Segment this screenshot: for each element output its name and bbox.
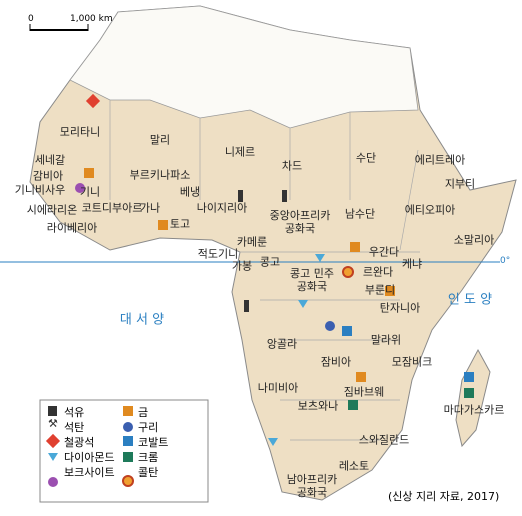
legend-label: 석탄 xyxy=(64,421,85,434)
country-label: 케냐 xyxy=(401,257,423,271)
country-label: 적도기니 xyxy=(197,247,239,261)
country-label: 남아프리카 공화국 xyxy=(286,473,338,499)
africa-land xyxy=(29,5,517,501)
country-label: 감비아 xyxy=(32,169,64,183)
country-label: 보츠와나 xyxy=(297,399,339,413)
country-label: 니제르 xyxy=(224,145,256,159)
legend-label: 구리 xyxy=(138,421,159,434)
scale-distance: 1,000 km xyxy=(70,14,113,24)
country-label: 세네갈 xyxy=(34,153,66,167)
ocean-label: 인 도 양 xyxy=(447,292,493,308)
country-label: 에리트레아 xyxy=(414,153,466,167)
scale-bar xyxy=(29,24,89,31)
country-label: 모잠비크 xyxy=(391,355,433,369)
country-label: 베냉 xyxy=(179,185,201,199)
country-label: 기니비사우 xyxy=(14,183,66,197)
legend-label: 크롬 xyxy=(138,451,159,464)
country-label: 잠비아 xyxy=(320,355,352,369)
country-label: 기니 xyxy=(79,185,101,199)
borders xyxy=(109,100,420,441)
country-label: 카메룬 xyxy=(236,235,268,249)
country-label: 부르키나파소 xyxy=(129,168,191,182)
country-label: 에티오피아 xyxy=(404,203,456,217)
source: (신상 지리 자료, 2017) xyxy=(388,490,500,503)
country-label: 우간다 xyxy=(368,245,400,259)
country-label: 차드 xyxy=(281,159,303,173)
ocean-label: 대 서 양 xyxy=(119,312,165,328)
legend-label: 다이아몬드 xyxy=(64,451,115,464)
country-label: 라이베리아 xyxy=(46,221,98,235)
country-label: 지부티 xyxy=(444,177,476,191)
country-label: 콩고 xyxy=(259,255,281,269)
country-label: 콩고 민주 공화국 xyxy=(290,267,334,293)
country-label: 시에라리온 xyxy=(26,203,78,217)
country-label: 탄자니아 xyxy=(379,301,421,315)
equator-label: 0° xyxy=(500,256,511,266)
country-label: 짐바브웨 xyxy=(343,385,385,399)
country-label: 코트디부아르 xyxy=(81,201,143,215)
country-label: 가나 xyxy=(139,201,161,215)
country-label: 르완다 xyxy=(362,265,394,279)
legend-label: 콜탄 xyxy=(138,466,159,479)
legend-label: 보크사이트 xyxy=(64,466,115,479)
country-label: 남수단 xyxy=(344,207,376,221)
legend-label: 코발트 xyxy=(138,436,169,449)
country-label: 토고 xyxy=(169,217,191,231)
country-label: 나미비아 xyxy=(257,381,299,395)
legend-label: 철광석 xyxy=(64,436,95,449)
country-label: 나이지리아 xyxy=(196,201,248,215)
country-label: 중앙아프리카 공화국 xyxy=(269,209,331,235)
legend-label: 금 xyxy=(138,406,149,419)
legend-label: 석유 xyxy=(64,406,85,419)
country-label: 말라위 xyxy=(370,333,402,347)
country-label: 가봉 xyxy=(231,259,253,273)
legend-icons: ⚒ xyxy=(45,406,134,487)
country-label: 소말리아 xyxy=(453,233,495,247)
scale-zero: 0 xyxy=(28,14,34,24)
country-label: 레소토 xyxy=(338,459,370,473)
country-label: 마다가스카르 xyxy=(443,403,505,417)
country-label: 스와질란드 xyxy=(358,433,410,447)
country-label: 부룬디 xyxy=(364,283,396,297)
country-label: 말리 xyxy=(149,133,171,147)
country-label: 수단 xyxy=(355,151,377,165)
country-label: 앙골라 xyxy=(266,337,298,351)
svg-text:⚒: ⚒ xyxy=(48,417,58,430)
country-label: 모리타니 xyxy=(59,125,101,139)
